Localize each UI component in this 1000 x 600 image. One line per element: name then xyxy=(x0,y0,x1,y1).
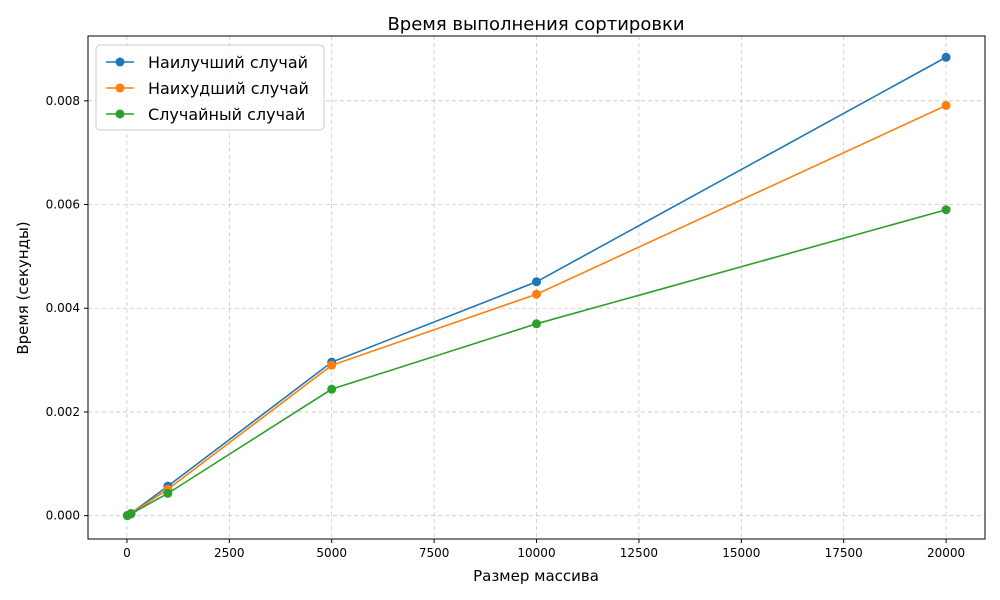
legend-item: Случайный случай xyxy=(106,105,305,124)
data-point xyxy=(532,289,541,299)
legend-label: Наихудший случай xyxy=(148,79,309,98)
x-tick-label: 20000 xyxy=(927,546,965,560)
grid xyxy=(88,36,985,539)
legend-item: Наихудший случай xyxy=(106,79,309,98)
legend-label: Случайный случай xyxy=(148,105,305,124)
legend-marker xyxy=(115,83,125,93)
data-point xyxy=(532,319,541,329)
y-axis-label: Время (секунды) xyxy=(14,221,32,354)
y-tick-label: 0.002 xyxy=(46,405,80,419)
data-point xyxy=(941,205,951,215)
x-tick-label: 7500 xyxy=(419,546,450,560)
y-tick-label: 0.000 xyxy=(46,509,80,523)
legend-marker xyxy=(115,57,125,67)
data-point xyxy=(941,52,951,62)
plot-frame xyxy=(87,35,986,540)
y-tick-label: 0.006 xyxy=(46,198,80,212)
data-point xyxy=(327,360,337,370)
x-tick-label: 17500 xyxy=(825,546,863,560)
legend: Наилучший случай Наихудший случай Случайны… xyxy=(95,44,325,131)
y-tick-label: 0.004 xyxy=(46,301,80,315)
x-tick-label: 0 xyxy=(123,546,131,560)
data-point xyxy=(163,488,173,498)
legend-item: Наилучший случай xyxy=(106,53,308,72)
chart-title: Время выполнения сортировки xyxy=(387,14,684,35)
x-axis-label: Размер массива xyxy=(473,567,599,585)
y-axis-ticks: 0.000 0.002 0.004 0.006 0.008 xyxy=(46,94,88,523)
x-tick-label: 2500 xyxy=(214,546,245,560)
x-tick-label: 5000 xyxy=(316,546,347,560)
legend-box xyxy=(95,44,325,131)
y-tick-label: 0.008 xyxy=(46,94,80,108)
data-point xyxy=(126,509,136,519)
series-layer xyxy=(122,52,951,521)
data-point xyxy=(532,277,541,287)
legend-label: Наилучший случай xyxy=(148,53,308,72)
x-tick-label: 15000 xyxy=(722,546,760,560)
data-point xyxy=(327,384,337,394)
legend-marker xyxy=(115,109,125,119)
x-tick-label: 12500 xyxy=(620,546,658,560)
x-tick-label: 10000 xyxy=(517,546,555,560)
x-axis-ticks: 0 2500 5000 7500 10000 12500 15000 17500 20000 xyxy=(123,539,965,560)
series-3 xyxy=(122,205,951,521)
data-point xyxy=(941,100,951,110)
